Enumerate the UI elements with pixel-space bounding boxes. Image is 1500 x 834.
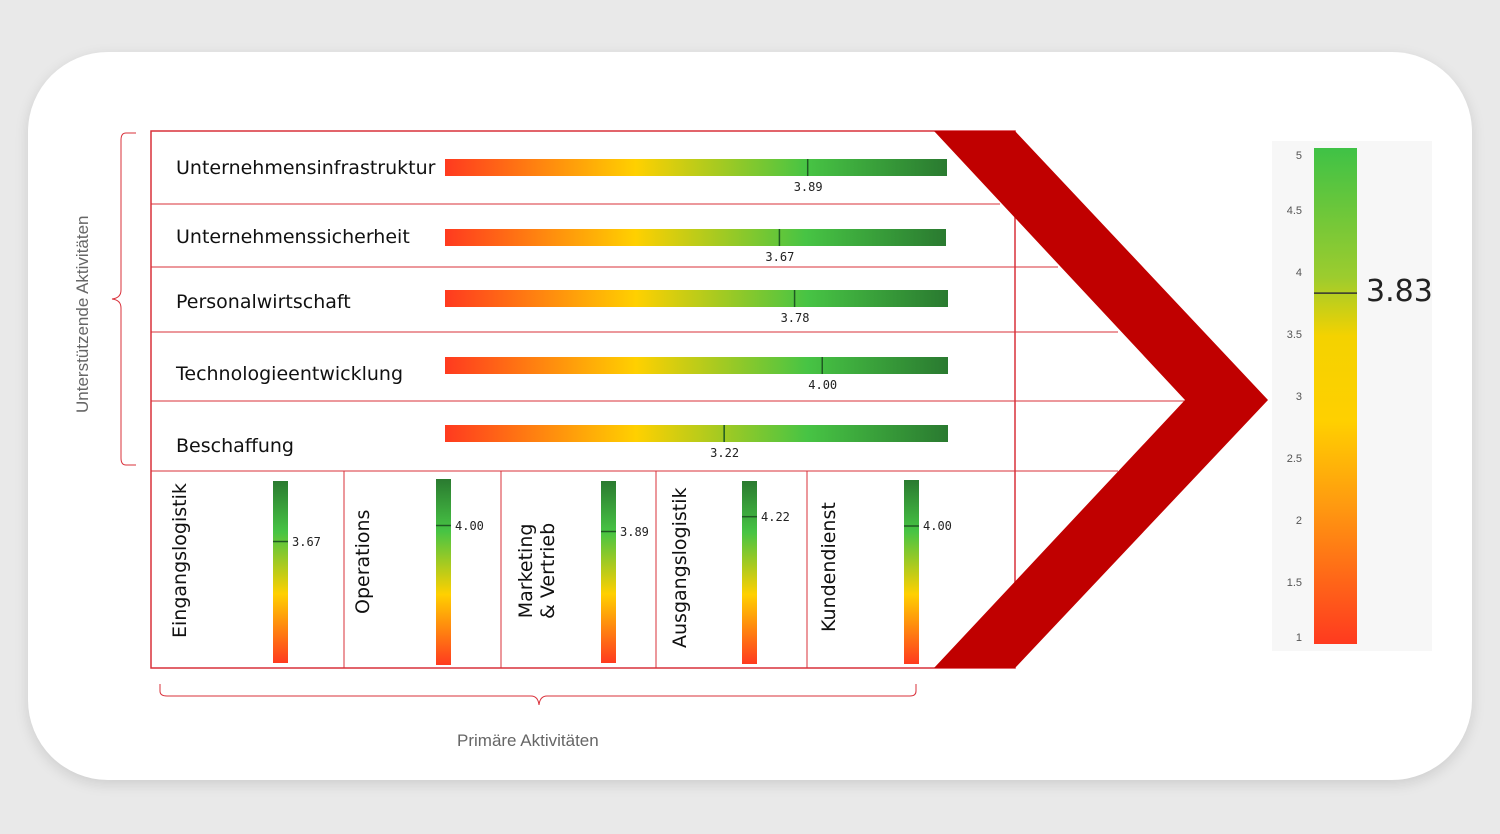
primary-brace [159, 684, 917, 706]
label-eingangslogistik: Eingangslogistik [169, 483, 191, 638]
overall-score-value: 3.83 [1366, 274, 1433, 309]
scale-tick: 1.5 [1286, 577, 1302, 589]
label-technologieentwicklung: Technologieentwicklung [176, 363, 404, 385]
value-label-support-2: 3.78 [780, 311, 810, 325]
scale-tick: 2 [1295, 515, 1302, 527]
bar-track-marketing-vertrieb [601, 481, 616, 663]
value-chain-arrow [934, 131, 1268, 668]
value-label-primary-3: 4.22 [761, 509, 790, 524]
overall-scale-bar [1314, 148, 1357, 644]
bar-track-beschaffung [445, 425, 948, 442]
label-unternehmensinfrastruktur: Unternehmensinfrastruktur [176, 157, 436, 179]
scale-tick: 3 [1295, 391, 1302, 403]
bar-track-unternehmensinfrastruktur [445, 159, 947, 176]
bar-track-technologieentwicklung [445, 357, 948, 374]
value-label-primary-2: 3.89 [620, 524, 649, 539]
bar-track-kundendienst [904, 480, 919, 664]
label-kundendienst: Kundendienst [818, 502, 840, 632]
label-personalwirtschaft: Personalwirtschaft [176, 291, 351, 313]
label-beschaffung: Beschaffung [176, 435, 294, 457]
value-label-support-4: 3.22 [710, 446, 740, 460]
scale-tick: 2.5 [1286, 453, 1302, 465]
bar-track-eingangslogistik [273, 481, 288, 663]
bar-track-personalwirtschaft [445, 290, 948, 307]
bar-track-ausgangslogistik [742, 481, 757, 664]
label-marketing-vertrieb: Marketing & Vertrieb [515, 522, 559, 619]
bar-track-unternehmenssicherheit [445, 229, 946, 246]
bar-track-operations [436, 479, 451, 665]
label-operations: Operations [352, 509, 374, 614]
scale-tick: 4 [1295, 267, 1302, 279]
label-ausgangslogistik: Ausgangslogistik [669, 487, 691, 648]
value-label-support-0: 3.89 [793, 180, 823, 194]
value-chain-frame [150, 130, 1016, 669]
scale-tick: 3.5 [1286, 329, 1302, 341]
primary-axis-label: Primäre Aktivitäten [457, 731, 599, 750]
value-label-support-3: 4.00 [808, 378, 838, 392]
scale-tick: 1 [1295, 632, 1302, 644]
value-label-primary-4: 4.00 [923, 519, 952, 533]
scale-tick: 4.5 [1286, 205, 1302, 217]
value-label-primary-0: 3.67 [292, 534, 321, 549]
support-axis-label: Unterstützende Aktivitäten [73, 215, 92, 413]
value-label-support-1: 3.67 [765, 250, 795, 264]
support-brace [111, 132, 136, 466]
label-unternehmenssicherheit: Unternehmenssicherheit [176, 226, 410, 248]
value-label-primary-1: 4.00 [455, 518, 484, 533]
scale-tick: 5 [1295, 150, 1302, 162]
